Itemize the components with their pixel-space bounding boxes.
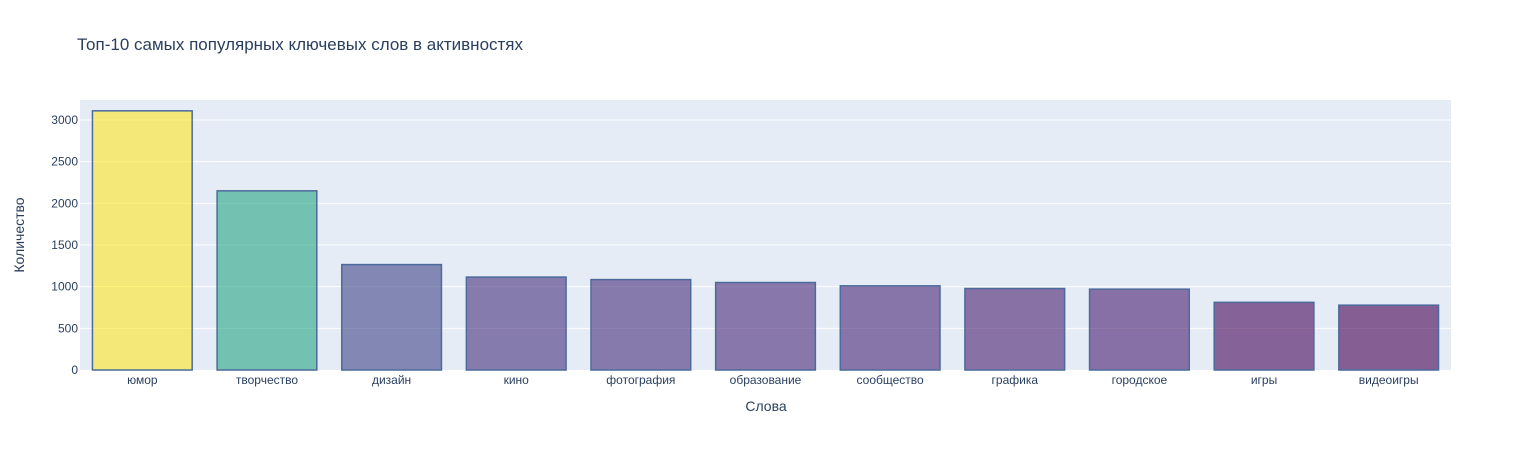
- y-tick-label: 2500: [51, 155, 78, 169]
- x-tick-label: образование: [730, 373, 802, 387]
- x-tick-label: дизайн: [372, 373, 411, 387]
- bar-сообщество[interactable]: [839, 285, 941, 371]
- y-axis-title: Количество: [11, 197, 27, 272]
- bars: [91, 110, 1440, 371]
- bar-творчество[interactable]: [216, 190, 318, 371]
- bar-городское[interactable]: [1088, 288, 1191, 371]
- bar-образование[interactable]: [714, 281, 817, 371]
- bar-юмор[interactable]: [91, 110, 193, 371]
- y-tick-label: 500: [58, 321, 78, 335]
- x-tick-label: видеоигры: [1359, 373, 1419, 387]
- x-axis-ticks: юмор творчество дизайн кино фотография образо…: [127, 373, 1419, 387]
- x-tick-label: творчество: [236, 373, 298, 387]
- x-tick-label: городское: [1112, 373, 1168, 387]
- bar-игры[interactable]: [1213, 301, 1315, 371]
- bar-графика[interactable]: [964, 287, 1066, 371]
- y-tick-label: 1000: [51, 280, 78, 294]
- bar-фотография[interactable]: [590, 278, 692, 371]
- bar-видеоигры[interactable]: [1338, 304, 1440, 371]
- bar-дизайн[interactable]: [340, 263, 443, 371]
- x-tick-label: юмор: [127, 373, 158, 387]
- y-axis-ticks: 0 500 1000 1500 2000 2500 3000: [51, 113, 78, 377]
- y-tick-label: 3000: [51, 113, 78, 127]
- y-tick-label: 0: [71, 363, 78, 377]
- x-tick-label: сообщество: [857, 373, 925, 387]
- x-tick-label: фотография: [606, 373, 675, 387]
- y-tick-label: 2000: [51, 196, 78, 210]
- x-tick-label: игры: [1251, 373, 1277, 387]
- x-axis-title: Слова: [745, 398, 787, 414]
- x-tick-label: графика: [992, 373, 1039, 387]
- bar-кино[interactable]: [465, 276, 567, 371]
- chart-title: Топ-10 самых популярных ключевых слов в …: [77, 35, 524, 54]
- x-tick-label: кино: [504, 373, 530, 387]
- y-tick-label: 1500: [51, 238, 78, 252]
